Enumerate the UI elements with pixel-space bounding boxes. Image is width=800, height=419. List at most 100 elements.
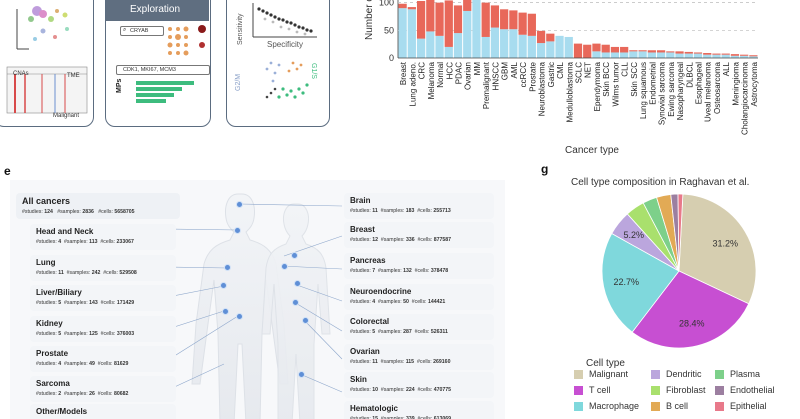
right-region-box[interactable]: Pancreas #studies: 7 #samples: 132 #cells… (344, 253, 494, 279)
bar-segment-blue (675, 53, 684, 58)
stat-value: 4 (58, 239, 62, 245)
right-region-box[interactable]: Breast #studies: 12 #samples: 336 #cells:… (344, 222, 494, 248)
marker-pancreas[interactable] (281, 263, 288, 270)
marker-skin[interactable] (298, 371, 305, 378)
stat-label: #cells: (103, 270, 118, 276)
all-cancers-stats: #studies: 124 #samples: 2836 #cells: 565… (22, 209, 135, 215)
bar-segment-red (620, 46, 629, 53)
legend-label: Endothelial (730, 385, 775, 395)
bar-segment-red (546, 33, 555, 42)
bar-category-label: Lung squamous (639, 62, 648, 119)
tme-label: TME (67, 73, 80, 79)
bar-y-axis-label: Number o (364, 0, 375, 40)
left-region-box[interactable]: Kidney #studies: 5 #samples: 125 #cells: … (30, 316, 176, 342)
bar-category-label: Neuroblastoma (538, 61, 547, 116)
stat-value: 269160 (433, 359, 451, 365)
bar-segment-blue (444, 46, 453, 58)
stat-label: #studies: (350, 237, 371, 243)
left-region-title: Lung (36, 258, 56, 267)
left-region-stats: #studies: 4 #samples: 49 #cells: 81629 (36, 361, 170, 367)
marker-liver[interactable] (220, 282, 227, 289)
legend-item: B cell (651, 401, 688, 411)
right-region-box[interactable]: Hematologic #studies: 15 #samples: 339 #c… (344, 401, 494, 419)
marker-lung[interactable] (224, 264, 231, 271)
marker-kidney[interactable] (222, 308, 229, 315)
right-region-title: Ovarian (350, 347, 380, 356)
marker-head-neck[interactable] (234, 227, 241, 234)
stat-value: 5 (58, 331, 62, 337)
right-region-title: Breast (350, 225, 375, 234)
bar-segment-blue (407, 9, 416, 59)
bar-segment-red (518, 12, 527, 35)
marker-ovarian[interactable] (302, 317, 309, 324)
pie-slice-label: 31.2% (712, 238, 738, 248)
stat-value: 224 (406, 387, 415, 393)
exploration-title: Exploration (130, 4, 181, 15)
bar-category-label: Osteosarcoma (713, 61, 722, 114)
marker-colorectal[interactable] (292, 299, 299, 306)
stat-value: 49 (89, 361, 95, 367)
left-region-title: Other/Models (36, 407, 88, 416)
bar-category-label: Esophageal (695, 62, 704, 104)
bar-segment-blue (749, 56, 758, 58)
left-region-box[interactable]: Sarcoma #studies: 2 #samples: 26 #cells: … (30, 376, 176, 402)
bar-segment-red (536, 30, 546, 44)
left-region-box[interactable]: Head and Neck #studies: 4 #samples: 113 #… (30, 224, 176, 250)
right-region-box[interactable]: Brain #studies: 11 #samples: 183 #cells: … (344, 193, 494, 219)
markers-box-text: CDK1, MKI67, MCM3 (123, 67, 176, 73)
gene-search-box[interactable]: ⌕ CRYAB (120, 26, 164, 36)
right-region-box[interactable]: Colorectal #studies: 5 #samples: 287 #cel… (344, 314, 494, 340)
stat-label: #studies: (350, 208, 371, 214)
stat-value: 339 (406, 416, 415, 419)
right-region-title: Brain (350, 196, 371, 205)
left-region-title: Liver/Biliary (36, 288, 82, 297)
bar-segment-blue (693, 53, 703, 58)
bar-segment-blue (721, 54, 730, 58)
left-region-box[interactable]: Liver/Biliary #studies: 5 #samples: 143 #… (30, 285, 176, 311)
legend-swatch (574, 385, 583, 395)
stat-value: 233067 (116, 239, 134, 245)
bar-segment-blue (453, 33, 463, 58)
bar-category-label: MM (473, 62, 482, 76)
right-region-box[interactable]: Neuroendocrine #studies: 4 #samples: 50 #… (344, 284, 494, 310)
right-region-box[interactable]: Skin #studies: 10 #samples: 224 #cells: 4… (344, 372, 494, 398)
all-cancers-box[interactable]: All cancers #studies: 124 #samples: 2836… (16, 193, 180, 219)
stat-value: 125 (89, 331, 98, 337)
stat-label: #studies: (36, 300, 57, 306)
marker-neuroendocrine[interactable] (294, 280, 301, 287)
panel-tag-g: g (541, 162, 549, 176)
right-region-box[interactable]: Ovarian #studies: 11 #samples: 115 #cells… (344, 344, 494, 370)
left-region-stats: #studies: 2 #samples: 26 #cells: 80682 (36, 391, 170, 397)
search-icon: ⌕ (123, 27, 127, 33)
right-region-title: Skin (350, 375, 367, 384)
bar-category-label: CRC (418, 62, 427, 80)
stat-value: 613069 (433, 416, 452, 419)
right-region-stats: #studies: 12 #samples: 336 #cells: 87758… (350, 237, 488, 243)
left-region-box[interactable]: Lung #studies: 11 #samples: 242 #cells: 5… (30, 255, 176, 281)
stat-label: #samples: (64, 331, 88, 337)
stat-value: 183 (405, 208, 415, 214)
pie-slice-label: 28.4% (679, 318, 705, 328)
bar-segment-blue (610, 52, 620, 58)
malignant-label: Malignant (53, 113, 80, 119)
legend-item: Fibroblast (651, 385, 706, 395)
left-region-box[interactable]: Other/Models (30, 404, 176, 419)
left-region-box[interactable]: Prostate #studies: 4 #samples: 49 #cells:… (30, 346, 176, 372)
bar-segment-red (629, 50, 638, 52)
right-region-title: Hematologic (350, 404, 399, 413)
stat-value: 10 (372, 387, 378, 393)
bar-segment-blue (536, 43, 546, 58)
bar-category-label: PDAC (455, 62, 464, 84)
stat-value: 144421 (427, 299, 446, 305)
legend-label: Epithelial (730, 401, 767, 411)
bar-segment-blue (703, 54, 712, 58)
marker-breast[interactable] (291, 252, 298, 259)
markers-box[interactable]: CDK1, MKI67, MCM3 (116, 65, 210, 75)
right-region-stats: #studies: 11 #samples: 183 #cells: 25571… (350, 208, 488, 214)
marker-prostate[interactable] (236, 313, 243, 320)
stat-label: #cells: (414, 329, 430, 335)
cancer-type-bar-chart: 0 50 100 Number o Breast Lung adeno. CRC Melano… (364, 0, 759, 156)
marker-brain[interactable] (236, 201, 243, 208)
panel-sensitivity: Sensitivity Specificity G2/M G1/S (226, 0, 330, 127)
